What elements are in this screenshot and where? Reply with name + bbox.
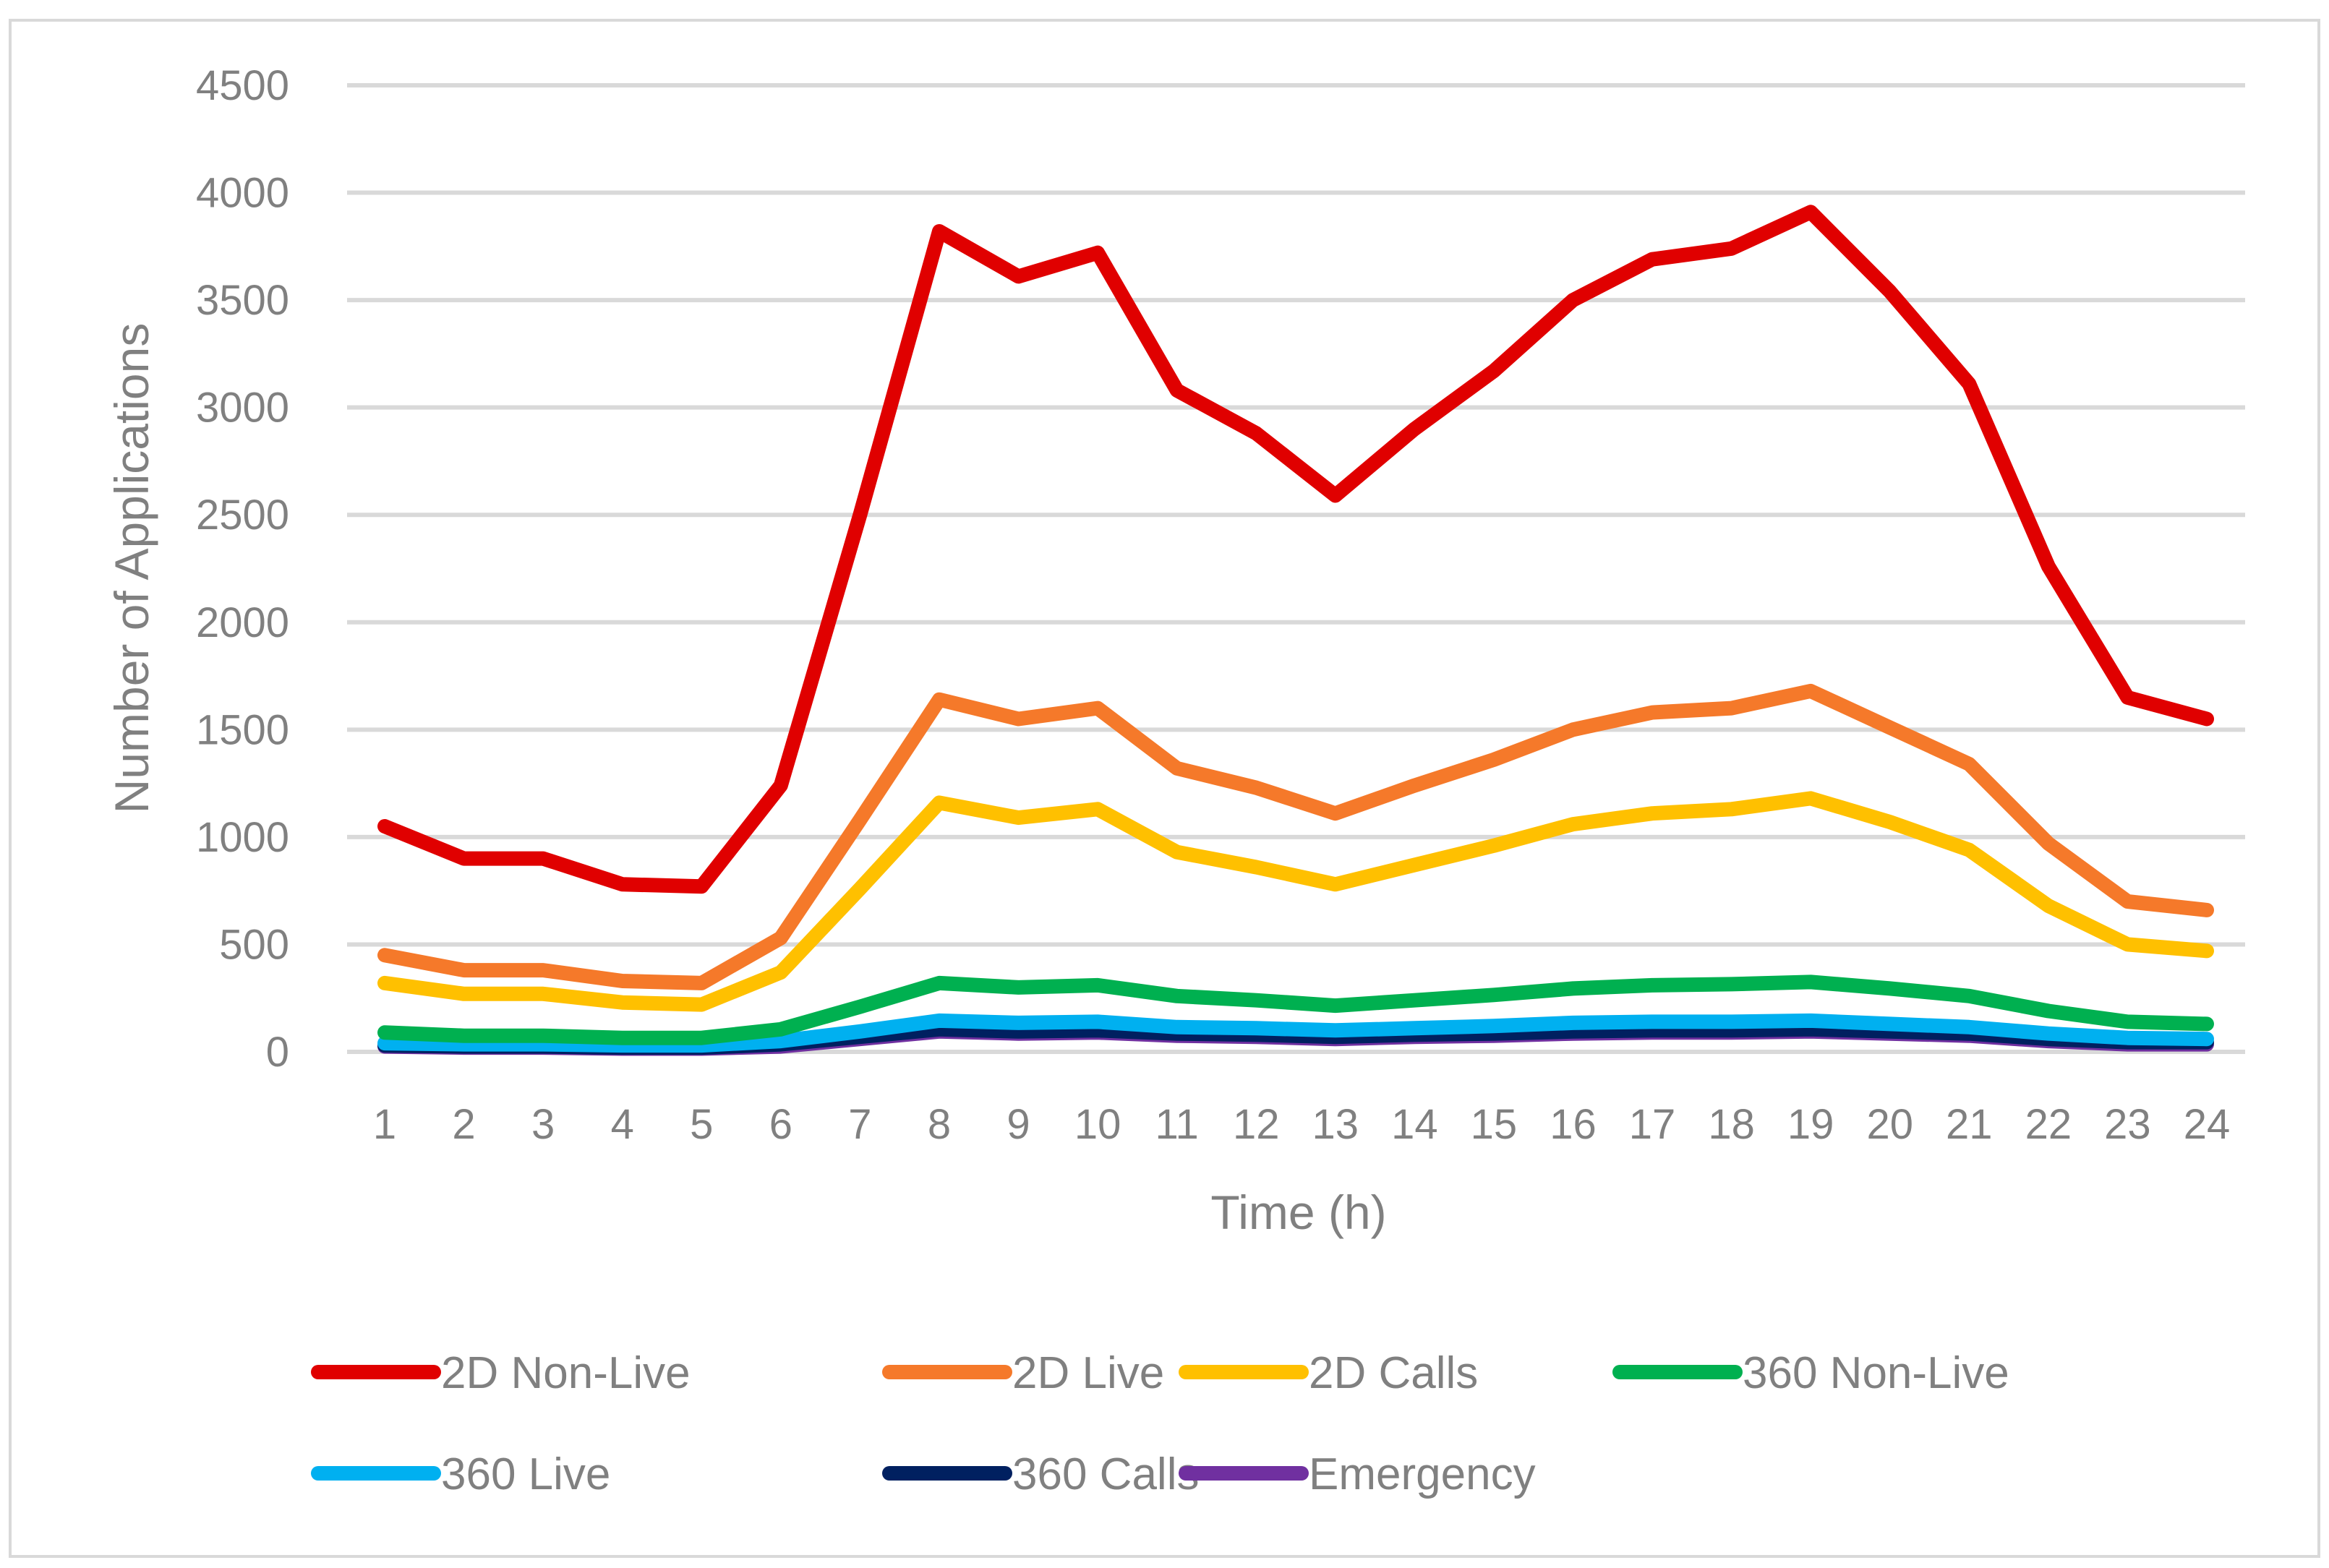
legend-label-360-calls: 360 Calls bbox=[1012, 1449, 1199, 1499]
legend-item-2d-calls: 2D Calls bbox=[1179, 1348, 1478, 1398]
x-axis-tick-labels: 1 2 3 4 5 6 7 8 9 10 11 12 13 14 15 16 17 18 19 20 21 22 23 24 bbox=[373, 1101, 2230, 1148]
x-tick-label-7: 7 bbox=[848, 1101, 871, 1148]
x-tick-label-11: 11 bbox=[1155, 1101, 1199, 1148]
series-line-2d-calls bbox=[377, 791, 2214, 1012]
series-line-360-non-live bbox=[377, 974, 2214, 1045]
y-tick-label-4500: 4500 bbox=[196, 62, 289, 109]
x-tick-label-9: 9 bbox=[1007, 1101, 1030, 1148]
legend-label-2d-live: 2D Live bbox=[1012, 1348, 1164, 1398]
legend-item-360-live: 360 Live bbox=[311, 1449, 610, 1499]
series-line-360-live bbox=[377, 1013, 2214, 1053]
x-tick-label-5: 5 bbox=[690, 1101, 713, 1148]
x-tick-label-6: 6 bbox=[769, 1101, 792, 1148]
x-axis-title: Time (h) bbox=[1210, 1186, 1386, 1239]
x-tick-label-16: 16 bbox=[1550, 1101, 1597, 1148]
series-line-2d-live bbox=[377, 683, 2214, 990]
gridlines bbox=[347, 83, 2245, 1054]
legend-label-360-live: 360 Live bbox=[441, 1449, 610, 1499]
x-tick-label-14: 14 bbox=[1391, 1101, 1438, 1148]
legend-label-2d-non-live: 2D Non-Live bbox=[441, 1348, 691, 1398]
legend-item-emergency: Emergency bbox=[1179, 1449, 1536, 1499]
series-lines bbox=[377, 205, 2214, 1056]
x-tick-label-24: 24 bbox=[2184, 1101, 2231, 1148]
x-tick-label-19: 19 bbox=[1787, 1101, 1834, 1148]
x-tick-label-20: 20 bbox=[1866, 1101, 1913, 1148]
legend-item-2d-non-live: 2D Non-Live bbox=[311, 1348, 691, 1398]
y-tick-label-1500: 1500 bbox=[196, 706, 289, 753]
x-tick-label-8: 8 bbox=[928, 1101, 951, 1148]
y-tick-label-2000: 2000 bbox=[196, 599, 289, 646]
y-tick-label-3000: 3000 bbox=[196, 385, 289, 432]
x-tick-label-3: 3 bbox=[531, 1101, 555, 1148]
y-tick-label-2500: 2500 bbox=[196, 492, 289, 539]
legend-item-360-calls: 360 Calls bbox=[882, 1449, 1199, 1499]
y-axis-title: Number of Applications bbox=[105, 323, 158, 814]
x-tick-label-2: 2 bbox=[452, 1101, 475, 1148]
legend-item-360-non-live: 360 Non-Live bbox=[1612, 1348, 2009, 1398]
x-tick-label-22: 22 bbox=[2025, 1101, 2072, 1148]
x-tick-label-12: 12 bbox=[1233, 1101, 1280, 1148]
legend-label-emergency: Emergency bbox=[1309, 1449, 1536, 1499]
y-tick-label-0: 0 bbox=[266, 1029, 289, 1076]
y-tick-label-3500: 3500 bbox=[196, 277, 289, 324]
chart-border bbox=[9, 19, 2320, 1558]
y-tick-label-1000: 1000 bbox=[196, 814, 289, 861]
legend-label-360-non-live: 360 Non-Live bbox=[1743, 1348, 2009, 1398]
legend-item-2d-live: 2D Live bbox=[882, 1348, 1164, 1398]
x-tick-label-10: 10 bbox=[1074, 1101, 1121, 1148]
x-tick-label-4: 4 bbox=[611, 1101, 634, 1148]
y-axis-tick-labels: 0 500 1000 1500 2000 2500 3000 3500 4000 4500 bbox=[196, 62, 289, 1076]
series-line-2d-non-live bbox=[377, 205, 2214, 894]
y-tick-label-500: 500 bbox=[219, 921, 289, 968]
x-tick-label-23: 23 bbox=[2104, 1101, 2151, 1148]
x-tick-label-21: 21 bbox=[1946, 1101, 1993, 1148]
x-tick-label-18: 18 bbox=[1708, 1101, 1755, 1148]
x-tick-label-1: 1 bbox=[373, 1101, 396, 1148]
legend-label-2d-calls: 2D Calls bbox=[1309, 1348, 1478, 1398]
x-tick-label-15: 15 bbox=[1471, 1101, 1518, 1148]
legend: 2D Non-Live 2D Live 2D Calls 360 Non-Live 36… bbox=[311, 1348, 2009, 1499]
x-tick-label-17: 17 bbox=[1629, 1101, 1676, 1148]
x-tick-label-13: 13 bbox=[1312, 1101, 1359, 1148]
y-tick-label-4000: 4000 bbox=[196, 170, 289, 217]
